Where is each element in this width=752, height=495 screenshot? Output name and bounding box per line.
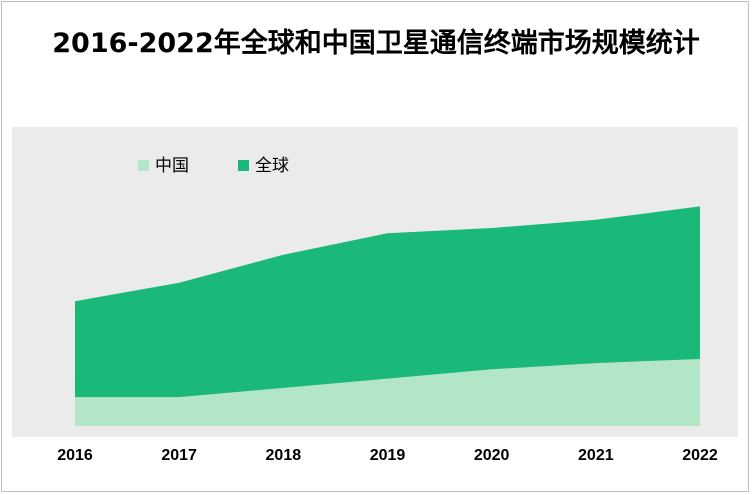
x-tick-label: 2019 [370, 447, 406, 464]
legend-label-china: 中国 [155, 156, 189, 176]
legend: 中国 全球 [138, 156, 289, 176]
x-tick-label: 2020 [474, 447, 510, 464]
x-tick-label: 2022 [682, 447, 718, 464]
area-series-china [75, 359, 700, 426]
series-areas [75, 206, 700, 426]
x-tick-label: 2018 [266, 447, 302, 464]
x-tick-label: 2016 [57, 447, 93, 464]
legend-label-global: 全球 [255, 156, 289, 176]
x-tick-label: 2017 [161, 447, 197, 464]
chart-title: 2016-2022年全球和中国卫星通信终端市场规模统计 [52, 28, 700, 59]
legend-swatch-global [238, 160, 249, 171]
x-tick-label: 2021 [578, 447, 614, 464]
legend-swatch-china [138, 160, 149, 171]
x-axis-ticks: 2016 2017 2018 2019 2020 2021 2022 [57, 447, 718, 464]
